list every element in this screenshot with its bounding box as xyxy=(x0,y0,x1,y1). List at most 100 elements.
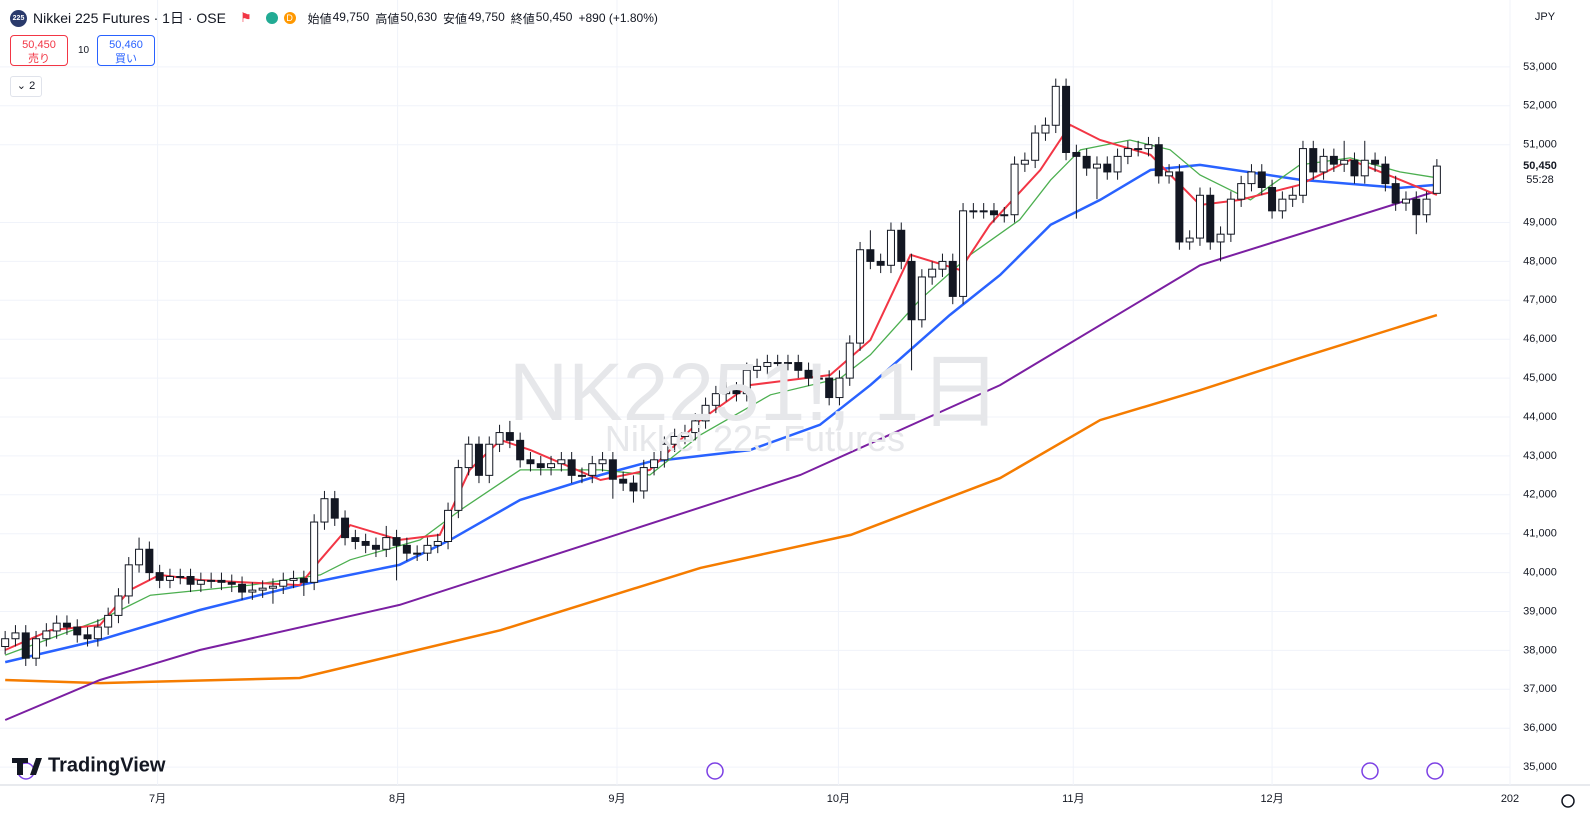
candle-body xyxy=(1237,183,1246,200)
legend-header: 225 Nikkei 225 Futures · 1日 · OSE ⚑ D 始値… xyxy=(10,8,658,28)
buy-label: 買い xyxy=(115,53,137,65)
candle-body xyxy=(1123,148,1132,157)
settings-icon[interactable] xyxy=(1561,794,1575,808)
candle-body xyxy=(567,459,576,476)
sell-button[interactable]: 50,450 売り xyxy=(10,35,68,66)
candle-body xyxy=(1401,198,1410,204)
candle-body xyxy=(814,377,823,380)
candle-body xyxy=(1113,155,1122,173)
y-tick-label: 51,000 xyxy=(1523,139,1557,151)
flag-icon[interactable]: ⚑ xyxy=(239,10,252,25)
y-tick-label: 47,000 xyxy=(1523,294,1557,306)
candle-body xyxy=(753,365,762,371)
candle-body xyxy=(1103,163,1112,173)
x-tick-label: 9月 xyxy=(608,793,625,805)
candle-body xyxy=(207,579,216,582)
candle-body xyxy=(444,509,453,542)
ohlc-item: 終値 50,450 xyxy=(511,10,573,27)
candle-body xyxy=(186,575,195,585)
ohlc-item: 安値 49,750 xyxy=(443,10,505,27)
candle-body xyxy=(783,362,792,365)
candle-body xyxy=(588,463,597,476)
candle-body xyxy=(464,443,473,469)
candle-body xyxy=(1092,163,1101,169)
candle-body xyxy=(1350,159,1359,177)
buy-button[interactable]: 50,460 買い xyxy=(97,35,155,66)
event-icon[interactable] xyxy=(706,762,724,780)
candle-body xyxy=(691,420,700,434)
candle-body xyxy=(1412,198,1421,216)
candle-body xyxy=(289,577,298,581)
candle-body xyxy=(516,439,525,461)
candle-body xyxy=(238,583,247,593)
y-tick-label: 40,000 xyxy=(1523,567,1557,579)
candle-body xyxy=(93,626,102,640)
sell-price: 50,450 xyxy=(22,39,56,51)
watermark-name: Nikkei 225 Futures xyxy=(604,418,906,459)
candle-body xyxy=(42,630,51,640)
interval-badge: D xyxy=(283,12,296,24)
candle-body xyxy=(876,260,885,266)
candle-body xyxy=(660,443,669,461)
event-icon[interactable] xyxy=(1426,762,1444,780)
candle-body xyxy=(629,482,638,492)
ohlc-key: 高値 xyxy=(375,11,400,26)
candle-body xyxy=(680,432,689,437)
y-tick-label: 44,000 xyxy=(1523,411,1557,423)
candle-body xyxy=(1,638,10,648)
candle-body xyxy=(773,362,782,365)
ohlc-item: 高値 50,630 xyxy=(375,10,437,27)
y-tick-label: 45,000 xyxy=(1523,372,1557,384)
candle-body xyxy=(1432,165,1441,194)
candle-body xyxy=(227,581,236,585)
candle-body xyxy=(196,579,205,585)
watermark-symbol: NK2251!, 1日 xyxy=(508,347,1002,438)
symbol[interactable]: Nikkei 225 Futures · 1日 · OSE xyxy=(33,10,226,26)
candle-body xyxy=(1268,186,1277,212)
candle-body xyxy=(1165,171,1174,177)
collapse-button[interactable]: ⌄ 2 xyxy=(10,76,42,97)
events[interactable] xyxy=(17,762,1444,780)
candle-body xyxy=(1082,155,1091,169)
candle-body xyxy=(454,467,463,511)
sell-label: 売り xyxy=(28,53,50,65)
grid-layer xyxy=(0,0,1511,785)
candle-body xyxy=(382,537,391,550)
x-tick-label: 7月 xyxy=(149,793,166,805)
last-price-label: 50,450 xyxy=(1523,160,1557,172)
candle-body xyxy=(1422,198,1431,216)
candle-body xyxy=(1247,171,1256,185)
currency[interactable]: JPY xyxy=(1535,11,1556,23)
candle-body xyxy=(423,544,432,554)
event-icon[interactable] xyxy=(1361,762,1379,780)
candle-body xyxy=(1360,159,1369,177)
change: +890 (+1.80%) xyxy=(578,11,658,25)
candle-body xyxy=(402,544,411,554)
candle-body xyxy=(1154,144,1163,177)
candle-body xyxy=(938,260,947,270)
candle-body xyxy=(1226,198,1235,235)
candle-body xyxy=(310,521,319,583)
candle-body xyxy=(135,548,144,566)
ohlc-key: 安値 xyxy=(443,11,468,26)
quantity[interactable]: 10 xyxy=(78,45,90,56)
candle-body xyxy=(928,268,937,278)
candle-body xyxy=(1010,163,1019,216)
candle-body xyxy=(959,210,968,297)
candle-body xyxy=(73,626,82,636)
x-tick-label: 12月 xyxy=(1260,793,1283,805)
moving-average xyxy=(4,190,1438,721)
y-tick-label: 42,000 xyxy=(1523,489,1557,501)
candle-body xyxy=(495,432,504,445)
candle-body xyxy=(866,249,875,262)
ohlc-key: 始値 xyxy=(307,11,332,26)
y-tick-label: 53,000 xyxy=(1523,61,1557,73)
y-tick-label: 38,000 xyxy=(1523,644,1557,656)
candle-body xyxy=(505,432,514,441)
candle-body xyxy=(11,632,20,640)
candle-body xyxy=(577,474,586,477)
candle-body xyxy=(62,622,71,628)
brand-logo xyxy=(12,758,42,775)
candle-body xyxy=(886,229,895,266)
